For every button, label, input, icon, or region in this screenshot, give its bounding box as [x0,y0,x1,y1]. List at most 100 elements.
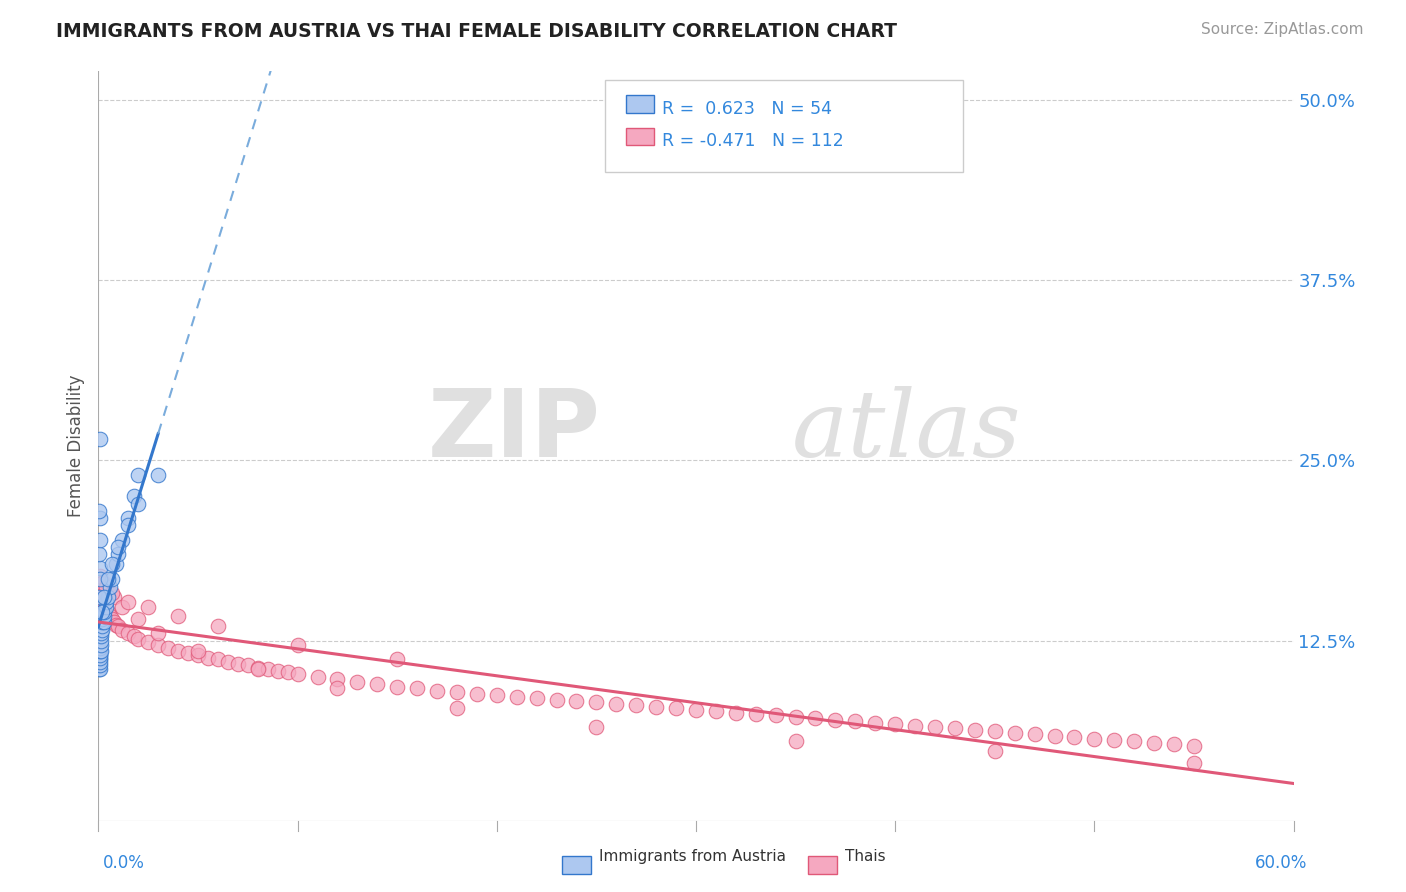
Point [89,662,111,676]
Point [426,684,449,698]
Point [93,600,115,615]
Point [385,680,409,694]
Point [89,591,111,605]
Point [91,619,114,633]
Point [207,652,229,666]
Point [89,432,111,446]
Point [1024,727,1046,741]
Point [96,594,118,608]
Point [785,710,807,724]
Point [963,723,986,737]
Text: Source: ZipAtlas.com: Source: ZipAtlas.com [1201,22,1364,37]
Point [765,708,787,723]
Point [246,662,269,676]
Point [91,605,114,619]
Point [326,673,349,687]
Point [93,591,115,605]
Y-axis label: Female Disability: Female Disability [66,375,84,517]
Text: Thais: Thais [845,849,886,863]
Point [626,698,648,713]
Point [943,722,966,736]
Point [91,594,114,608]
Point [93,609,115,624]
Point [984,744,1007,758]
Point [96,600,118,615]
Point [89,568,111,582]
Point [585,720,607,734]
Point [124,490,146,504]
Point [127,467,149,482]
Point [111,600,134,615]
Point [277,665,299,680]
Point [506,690,529,704]
Text: atlas: atlas [792,386,1021,476]
Point [124,629,146,643]
Point [884,717,907,731]
Point [91,615,114,629]
Point [1104,733,1126,747]
Point [97,605,120,619]
Point [103,615,125,629]
Point [148,626,170,640]
Point [117,511,139,525]
Point [585,696,607,710]
Point [187,643,209,657]
Point [865,715,887,730]
Point [111,533,134,547]
Point [89,600,111,615]
Point [89,572,111,586]
Point [1182,756,1205,770]
Point [89,561,111,575]
Point [89,662,111,676]
Point [745,706,768,721]
Point [1143,736,1166,750]
Point [665,701,688,715]
Point [89,591,111,605]
Point [89,511,111,525]
Point [89,650,111,665]
Point [157,640,180,655]
Point [844,714,866,729]
Point [267,664,290,678]
Point [101,586,124,600]
Point [89,643,111,657]
Point [90,643,112,657]
Point [89,648,111,662]
Point [148,467,170,482]
Point [105,617,128,632]
Point [148,638,170,652]
Point [117,594,139,608]
Point [346,675,368,690]
Point [91,600,114,615]
Point [704,704,727,718]
Point [406,681,429,695]
Point [326,681,349,695]
Point [236,658,259,673]
Point [98,580,122,594]
Point [89,648,111,662]
Point [101,557,124,571]
Point [1004,725,1026,739]
Text: 0.0%: 0.0% [103,855,145,872]
Point [97,612,120,626]
Point [89,594,111,608]
Point [136,635,159,649]
Point [107,619,129,633]
Point [90,629,112,643]
Point [89,658,111,673]
Point [89,586,111,600]
Point [246,661,269,675]
Point [526,691,548,706]
Text: Immigrants from Austria: Immigrants from Austria [599,849,786,863]
Point [111,624,134,638]
Text: R =  0.623   N = 54: R = 0.623 N = 54 [662,100,832,118]
Point [93,605,115,619]
Point [127,497,149,511]
Point [824,713,846,727]
Point [207,619,229,633]
Point [645,699,668,714]
Point [287,666,309,681]
Point [90,638,112,652]
Point [101,612,124,626]
Point [89,655,111,669]
